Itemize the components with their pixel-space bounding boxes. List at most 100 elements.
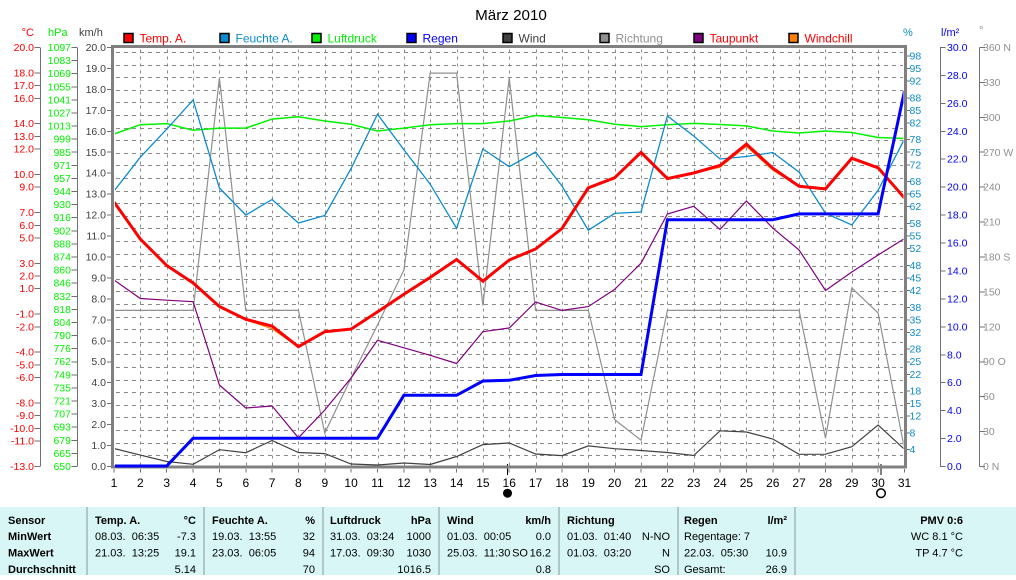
svg-text:23: 23 [687, 476, 701, 490]
svg-text:TP 4.7 °C: TP 4.7 °C [915, 548, 963, 560]
svg-text:21: 21 [634, 476, 648, 490]
svg-text:26.0: 26.0 [947, 98, 968, 110]
svg-text:32: 32 [303, 531, 315, 543]
svg-text:19.03. 13:55: 19.03. 13:55 [212, 531, 276, 543]
svg-text:N-NO: N-NO [642, 531, 671, 543]
svg-text:31: 31 [898, 476, 912, 490]
svg-text:21.03. 13:25: 21.03. 13:25 [95, 548, 159, 560]
svg-text:3: 3 [163, 476, 170, 490]
svg-text:N: N [662, 548, 670, 560]
svg-text:360 N: 360 N [983, 42, 1011, 54]
svg-text:68: 68 [910, 176, 922, 188]
svg-text:-11.0: -11.0 [11, 436, 34, 448]
svg-text:25.03. 11:30: 25.03. 11:30 [447, 548, 510, 560]
svg-text:70: 70 [303, 564, 315, 575]
svg-text:721: 721 [53, 396, 71, 408]
svg-text:804: 804 [53, 317, 71, 329]
svg-text:1000: 1000 [407, 531, 431, 543]
svg-text:0.0: 0.0 [91, 461, 106, 473]
svg-text:22.03. 05:30: 22.03. 05:30 [684, 548, 748, 560]
svg-text:65: 65 [910, 189, 922, 201]
svg-text:1027: 1027 [48, 108, 72, 120]
svg-text:-7.3: -7.3 [177, 531, 196, 543]
svg-text:%: % [305, 515, 315, 527]
svg-text:1083: 1083 [48, 55, 72, 67]
svg-text:6.0: 6.0 [19, 220, 34, 232]
svg-text:14.0: 14.0 [14, 118, 35, 130]
svg-text:08.03. 06:35: 08.03. 06:35 [95, 531, 159, 543]
svg-text:11: 11 [371, 476, 384, 490]
svg-text:Temp. A.: Temp. A. [95, 515, 140, 527]
svg-text:330: 330 [983, 77, 1001, 89]
svg-text:916: 916 [53, 212, 71, 224]
svg-text:-13.0: -13.0 [10, 461, 34, 473]
svg-text:km/h: km/h [79, 27, 103, 39]
svg-text:Durchschnitt: Durchschnitt [8, 564, 76, 575]
svg-text:6.0: 6.0 [947, 377, 962, 389]
svg-text:32: 32 [910, 327, 922, 339]
svg-text:9: 9 [321, 476, 328, 490]
svg-text:15: 15 [910, 398, 922, 410]
svg-text:Temp. A.: Temp. A. [140, 32, 187, 46]
svg-text:0.8: 0.8 [536, 564, 551, 575]
svg-text:28.0: 28.0 [947, 70, 968, 82]
svg-text:95: 95 [910, 63, 922, 75]
svg-text:300: 300 [983, 112, 1001, 124]
svg-text:12: 12 [910, 411, 922, 423]
svg-text:MaxWert: MaxWert [8, 548, 54, 560]
svg-text:8.0: 8.0 [91, 293, 106, 305]
svg-text:48: 48 [910, 260, 922, 272]
svg-text:°C: °C [22, 27, 34, 39]
svg-text:-5.0: -5.0 [16, 359, 34, 371]
svg-text:0.0: 0.0 [536, 531, 551, 543]
svg-text:999: 999 [53, 134, 71, 146]
svg-text:90 O: 90 O [983, 356, 1006, 368]
svg-text:Gesamt:: Gesamt: [684, 564, 726, 575]
svg-text:0.0: 0.0 [947, 461, 962, 473]
svg-text:4: 4 [190, 476, 197, 490]
svg-text:22: 22 [910, 369, 922, 381]
svg-text:762: 762 [53, 356, 71, 368]
svg-text:2: 2 [137, 476, 144, 490]
svg-text:SO: SO [512, 548, 528, 560]
svg-text:13: 13 [424, 476, 438, 490]
svg-text:776: 776 [53, 343, 71, 355]
svg-text:8: 8 [295, 476, 302, 490]
svg-text:42: 42 [910, 285, 922, 297]
svg-text:10.0: 10.0 [14, 169, 35, 181]
svg-text:10: 10 [344, 476, 358, 490]
svg-text:19.1: 19.1 [175, 548, 196, 560]
svg-text:52: 52 [910, 243, 922, 255]
svg-text:Feuchte A.: Feuchte A. [236, 32, 293, 46]
svg-text:902: 902 [53, 225, 71, 237]
svg-text:30: 30 [871, 476, 885, 490]
svg-text:1041: 1041 [48, 94, 72, 106]
svg-text:5.0: 5.0 [19, 233, 34, 245]
svg-text:13.0: 13.0 [86, 189, 107, 201]
svg-text:19: 19 [582, 476, 596, 490]
svg-text:23.03. 06:05: 23.03. 06:05 [212, 548, 276, 560]
svg-text:14: 14 [450, 476, 464, 490]
svg-text:17: 17 [529, 476, 543, 490]
svg-text:10.0: 10.0 [947, 321, 968, 333]
svg-text:Luftdruck: Luftdruck [328, 32, 378, 46]
svg-text:88: 88 [910, 92, 922, 104]
svg-text:27: 27 [792, 476, 806, 490]
svg-text:l/m²: l/m² [767, 515, 787, 527]
svg-text:1069: 1069 [48, 68, 72, 80]
svg-text:12.0: 12.0 [947, 293, 968, 305]
svg-text:8.0: 8.0 [947, 349, 962, 361]
svg-text:1.0: 1.0 [91, 440, 106, 452]
svg-text:16.2: 16.2 [530, 548, 551, 560]
svg-text:846: 846 [53, 278, 71, 290]
svg-text:Sensor: Sensor [8, 515, 46, 527]
svg-text:-4.0: -4.0 [16, 347, 34, 359]
svg-text:19.0: 19.0 [86, 63, 107, 75]
svg-text:22.0: 22.0 [947, 154, 968, 166]
svg-text:270 W: 270 W [983, 147, 1013, 159]
svg-text:0 N: 0 N [983, 461, 999, 473]
svg-text:Regen: Regen [684, 515, 718, 527]
svg-text:1097: 1097 [48, 42, 72, 54]
svg-text:Luftdruck: Luftdruck [330, 515, 382, 527]
svg-text:874: 874 [53, 252, 71, 264]
